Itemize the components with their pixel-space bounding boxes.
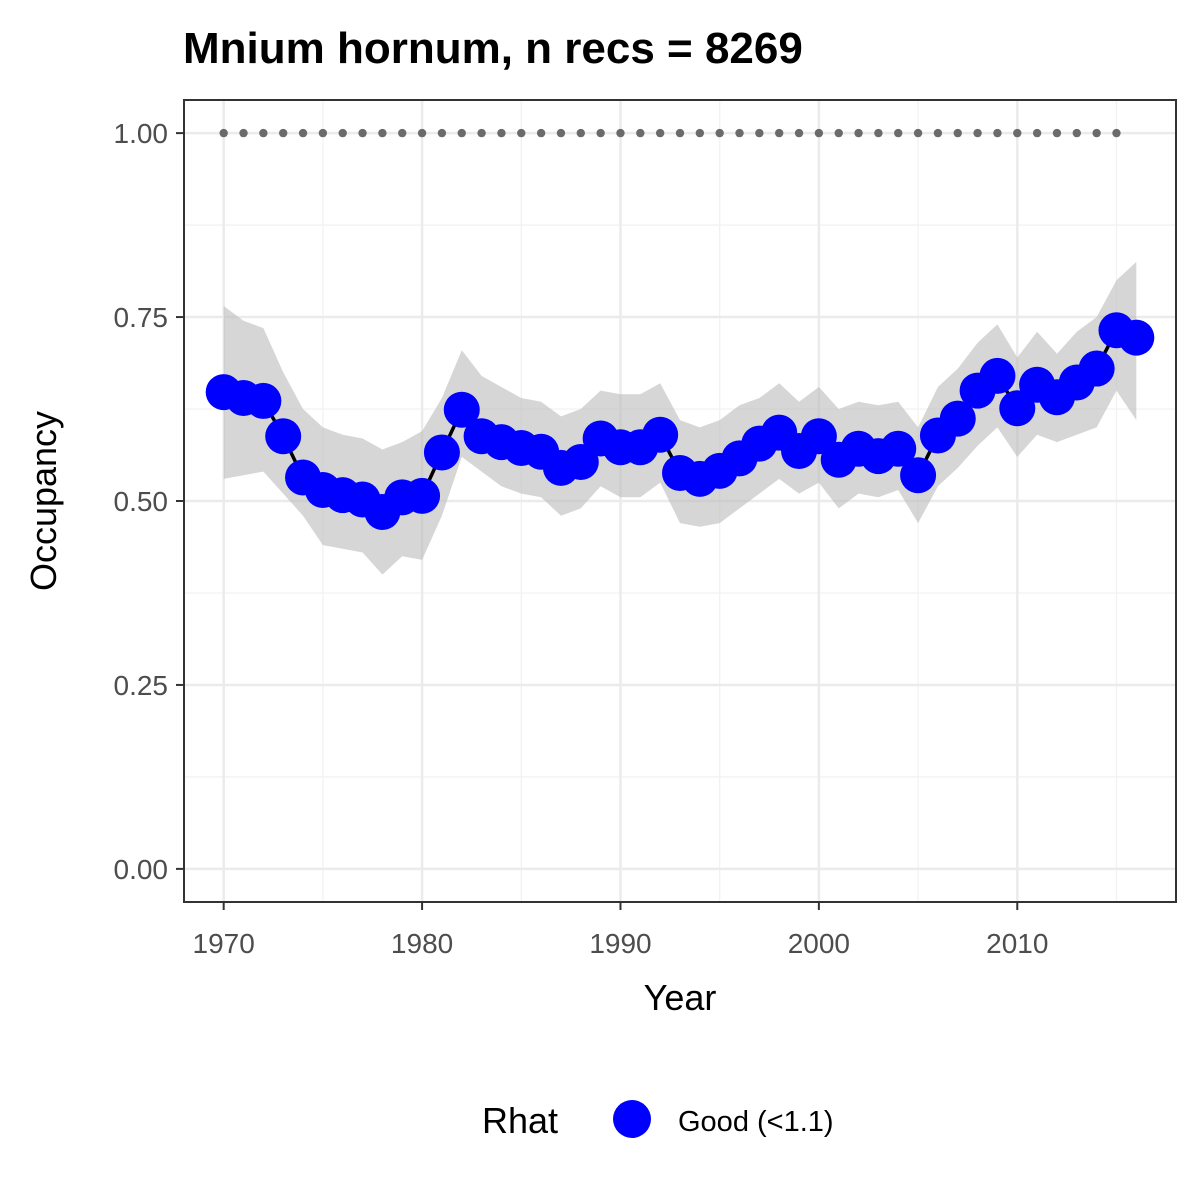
reference-point <box>497 128 506 138</box>
reference-point <box>556 128 566 138</box>
data-point <box>900 457 937 494</box>
reference-point <box>338 128 347 138</box>
reference-point <box>239 128 248 138</box>
data-point <box>443 391 480 428</box>
reference-point <box>398 128 407 138</box>
data-point <box>800 418 837 455</box>
reference-point <box>1112 128 1121 138</box>
x-tick-label: 1990 <box>589 928 651 959</box>
reference-point <box>933 128 943 138</box>
reference-point <box>894 128 903 138</box>
occupancy-points <box>205 312 1155 531</box>
reference-point <box>259 128 268 138</box>
data-point <box>423 434 460 471</box>
data-point <box>642 416 679 453</box>
reference-point <box>874 128 883 138</box>
legend: Rhat Good (<1.1) <box>482 1100 834 1141</box>
reference-point <box>973 128 982 138</box>
reference-point <box>814 128 824 138</box>
data-point <box>245 382 282 419</box>
reference-point <box>794 128 804 138</box>
reference-point <box>517 128 526 138</box>
ribbon-area <box>223 261 1137 575</box>
reference-point <box>695 128 705 138</box>
reference-point <box>417 128 427 138</box>
data-point <box>1118 319 1155 356</box>
y-tick-label: 0.75 <box>114 302 169 333</box>
data-point <box>979 357 1016 394</box>
reference-point <box>279 128 288 138</box>
data-point <box>404 477 441 514</box>
x-axis: 1970 1980 1990 2000 2010 <box>193 902 1048 959</box>
y-tick-label: 0.25 <box>114 670 169 701</box>
reference-point <box>477 128 486 138</box>
x-axis-title: Year <box>644 977 717 1018</box>
reference-point <box>1013 128 1022 138</box>
y-tick-label: 1.00 <box>114 118 169 149</box>
reference-point <box>219 128 228 138</box>
x-tick-label: 1980 <box>391 928 453 959</box>
reference-point <box>1092 128 1101 138</box>
reference-point <box>616 128 625 138</box>
legend-label-good: Good (<1.1) <box>678 1106 834 1138</box>
data-point <box>999 390 1036 427</box>
legend-key-good <box>613 1100 651 1138</box>
reference-point <box>993 128 1002 138</box>
chart-title: Mnium hornum, n recs = 8269 <box>183 24 803 73</box>
reference-point <box>834 128 843 138</box>
data-point <box>939 400 976 437</box>
reference-point <box>913 128 923 138</box>
reference-point <box>755 128 764 138</box>
reference-point <box>775 128 784 138</box>
reference-point <box>655 128 665 138</box>
y-axis-title: Occupancy <box>23 411 64 591</box>
reference-point <box>596 128 605 138</box>
reference-point <box>536 128 546 138</box>
reference-point <box>378 128 387 138</box>
data-point <box>562 444 599 481</box>
reference-point <box>1072 128 1082 138</box>
x-tick-label: 1970 <box>193 928 255 959</box>
reference-point <box>675 128 685 138</box>
reference-point <box>457 128 466 138</box>
y-axis: 0.00 0.25 0.50 0.75 1.00 <box>114 118 184 885</box>
x-tick-label: 2010 <box>986 928 1048 959</box>
reference-point <box>437 128 447 138</box>
y-tick-label: 0.00 <box>114 854 169 885</box>
reference-line-points <box>219 128 1121 138</box>
reference-point <box>1032 128 1042 138</box>
reference-point <box>636 128 645 138</box>
data-point <box>265 418 302 455</box>
legend-title: Rhat <box>482 1100 558 1141</box>
reference-point <box>576 128 585 138</box>
reference-point <box>1052 128 1062 138</box>
reference-point <box>298 128 308 138</box>
reference-point <box>358 128 367 138</box>
reference-point <box>715 128 724 138</box>
y-tick-label: 0.50 <box>114 486 169 517</box>
data-point <box>880 430 917 467</box>
reference-point <box>953 128 962 138</box>
reference-point <box>854 128 863 138</box>
confidence-ribbon <box>223 261 1137 575</box>
data-point <box>1078 350 1115 387</box>
reference-point <box>735 128 744 138</box>
reference-point <box>318 128 328 138</box>
x-tick-label: 2000 <box>788 928 850 959</box>
